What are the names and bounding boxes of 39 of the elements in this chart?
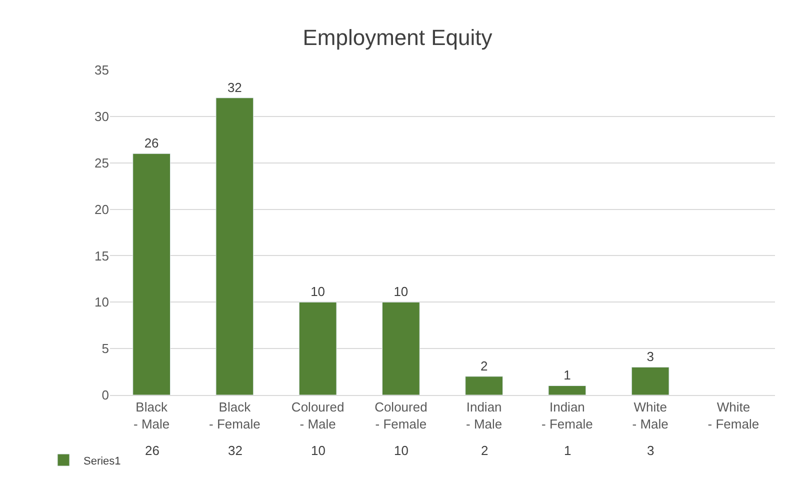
x-tick-label: Indian - Male	[466, 400, 502, 432]
y-tick-label: 30	[94, 108, 109, 124]
y-tick-label: 5	[102, 341, 109, 356]
x-tick-label: Indian - Female	[542, 400, 593, 432]
bar	[631, 366, 670, 395]
y-tick-label: 0	[102, 388, 109, 403]
bar	[382, 302, 420, 395]
x-tick-label: Coloured - Male	[291, 400, 344, 432]
chart-title: Employment Equity	[302, 25, 492, 50]
data-label: 10	[394, 284, 408, 300]
x-tick-label: Coloured - Female	[374, 400, 428, 432]
y-tick-label: 20	[94, 202, 109, 217]
data-label: 1	[564, 368, 571, 383]
data-label: 3	[646, 349, 654, 364]
text: 10	[394, 443, 408, 458]
y-tick-label: 10	[94, 294, 109, 310]
data-label: 26	[144, 136, 159, 151]
data-label: 32	[227, 80, 242, 95]
legend-label: Series1	[84, 455, 121, 468]
bar	[548, 385, 586, 395]
x-tick-label: Black - Female	[209, 400, 260, 432]
x-tick-label: Black - Male	[133, 400, 170, 432]
bar	[465, 376, 504, 395]
bar	[216, 98, 254, 395]
text: 32	[228, 443, 242, 458]
data-label: 2	[480, 358, 488, 374]
text: 2	[481, 443, 488, 458]
text: 10	[311, 443, 326, 458]
y-tick-label: 15	[94, 248, 109, 264]
y-tick-label: 35	[94, 62, 109, 78]
bar	[298, 302, 337, 395]
bar	[132, 153, 171, 395]
y-tick-label: 25	[94, 155, 109, 170]
x-tick-label: White - Male	[632, 400, 668, 432]
text: 26	[145, 443, 160, 458]
text: 1	[564, 443, 572, 458]
x-tick-label: White - Female	[708, 400, 760, 432]
data-label: 10	[310, 284, 326, 300]
text: 3	[647, 443, 654, 458]
